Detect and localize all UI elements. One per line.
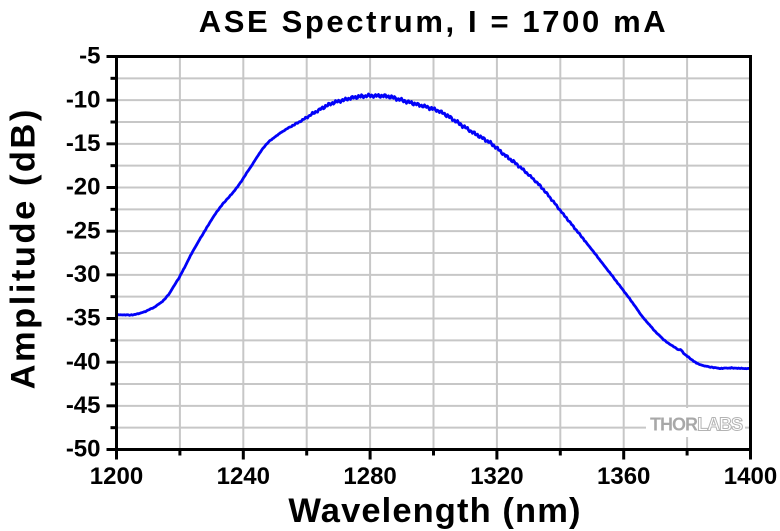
svg-text:1280: 1280 [343, 463, 396, 490]
svg-text:-30: -30 [66, 261, 101, 288]
svg-text:LABS: LABS [697, 415, 743, 435]
svg-text:-10: -10 [66, 86, 101, 113]
svg-text:Wavelength (nm): Wavelength (nm) [288, 492, 581, 530]
svg-text:ASE Spectrum, I = 1700 mA: ASE Spectrum, I = 1700 mA [199, 4, 669, 39]
svg-text:-20: -20 [66, 174, 101, 201]
svg-text:-15: -15 [66, 130, 101, 157]
svg-text:1240: 1240 [217, 463, 270, 490]
svg-text:1400: 1400 [724, 463, 777, 490]
svg-text:-45: -45 [66, 392, 101, 419]
svg-text:-5: -5 [79, 43, 100, 70]
svg-text:1200: 1200 [90, 463, 143, 490]
svg-text:-35: -35 [66, 305, 101, 332]
svg-text:Amplitude (dB): Amplitude (dB) [5, 107, 43, 389]
svg-text:1360: 1360 [597, 463, 650, 490]
svg-text:-50: -50 [66, 436, 101, 463]
svg-text:-40: -40 [66, 348, 101, 375]
svg-text:1320: 1320 [470, 463, 523, 490]
svg-text:-25: -25 [66, 217, 101, 244]
svg-text:THOR: THOR [650, 415, 698, 435]
